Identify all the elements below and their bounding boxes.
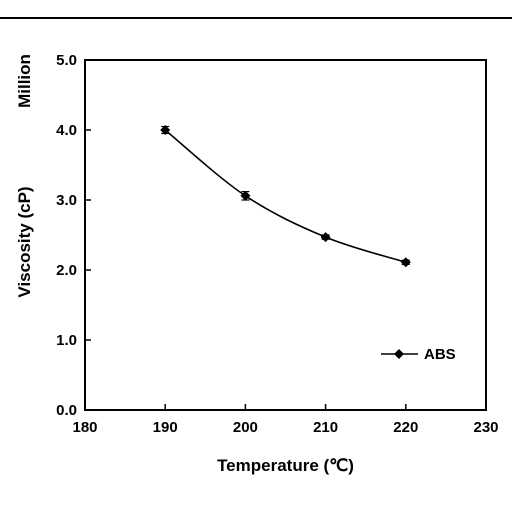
data-point-abs (320, 232, 331, 243)
x-axis-title: Temperature (℃) (217, 456, 354, 475)
series-line-abs (164, 129, 407, 264)
legend: ABS (381, 346, 456, 363)
legend-label-abs: ABS (424, 346, 456, 363)
x-tick-label: 190 (153, 419, 178, 436)
x-tick-label: 180 (72, 419, 97, 436)
y-axis-multiplier-label: Million (15, 54, 34, 108)
top-border-line (0, 17, 512, 19)
x-tick-label: 230 (473, 419, 498, 436)
y-tick-label: 2.0 (56, 262, 77, 279)
y-tick-label: 1.0 (56, 332, 77, 349)
data-point-abs (400, 257, 411, 268)
x-tick-label: 200 (233, 419, 258, 436)
y-tick-label: 4.0 (56, 122, 77, 139)
series-group (160, 125, 411, 268)
data-point-abs (240, 190, 251, 201)
y-axis-ticks: 0.0 1.0 2.0 3.0 4.0 5.0 (56, 52, 91, 419)
y-axis-title: Viscosity (cP) (15, 186, 34, 297)
x-axis-ticks: 180 190 200 210 220 230 (72, 404, 499, 436)
y-tick-label: 3.0 (56, 192, 77, 209)
x-tick-label: 220 (393, 419, 418, 436)
plot-area-frame (84, 59, 487, 411)
data-point-abs (160, 125, 171, 135)
y-tick-label: 0.0 (56, 402, 77, 419)
y-tick-label: 5.0 (56, 52, 77, 69)
x-tick-label: 210 (313, 419, 338, 436)
legend-marker-abs (394, 349, 404, 359)
